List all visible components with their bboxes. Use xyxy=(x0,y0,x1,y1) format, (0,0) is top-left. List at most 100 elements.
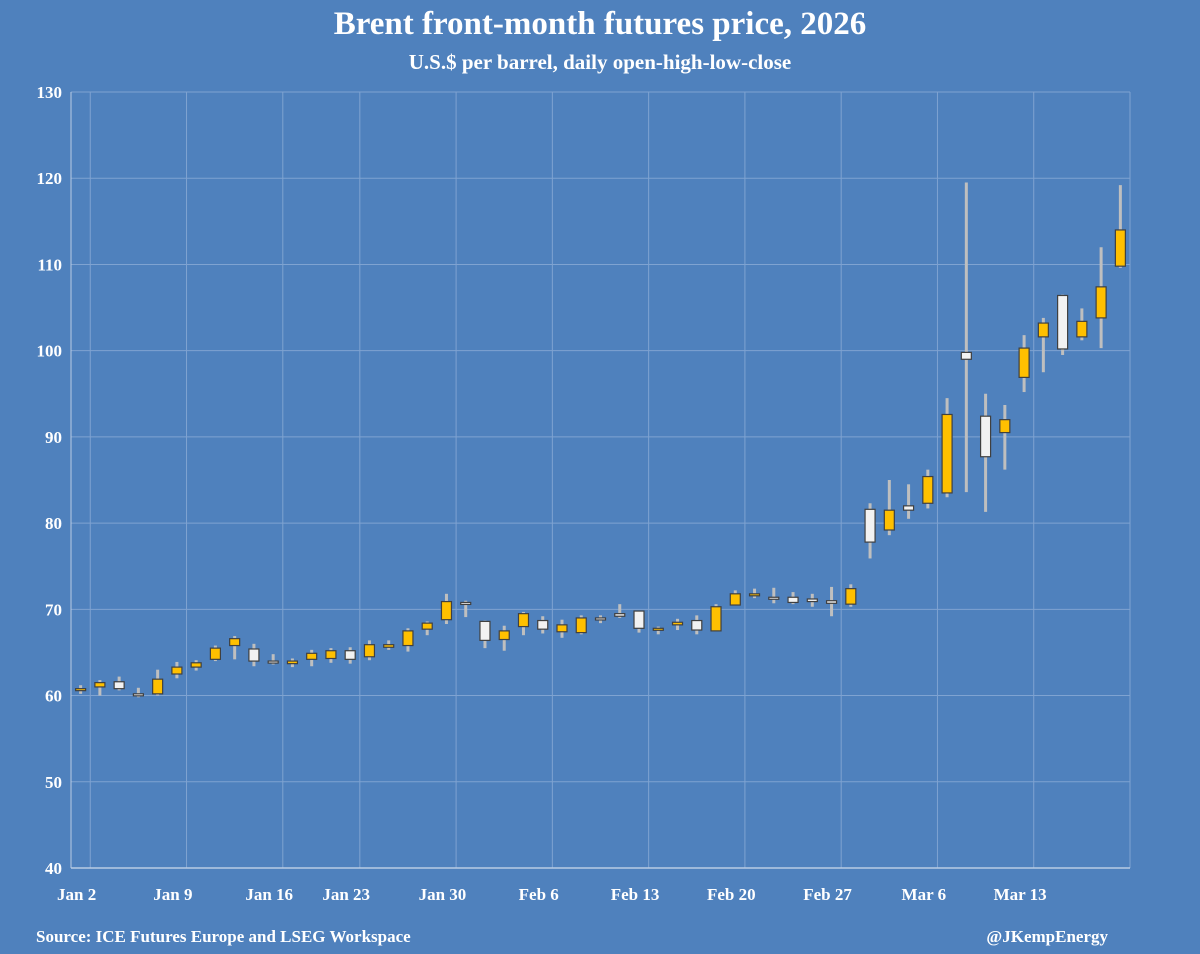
candle xyxy=(479,620,491,649)
candle xyxy=(537,616,549,634)
candle-body xyxy=(267,660,279,664)
candle xyxy=(229,636,241,660)
candle xyxy=(267,654,279,665)
y-tick-label: 90 xyxy=(45,428,62,447)
axes: 40 50 60 70 80 90 100 110 120 130 Jan 2 Jan 9 Jan 16… xyxy=(37,83,1131,904)
candle-body xyxy=(941,413,953,494)
candle xyxy=(671,618,684,631)
candle xyxy=(1018,335,1030,393)
y-tick-label: 50 xyxy=(45,773,62,792)
candle-body xyxy=(902,505,915,511)
candle-body xyxy=(537,619,549,630)
candle xyxy=(402,628,414,652)
candle xyxy=(652,626,664,635)
candle-body xyxy=(113,681,125,690)
candle xyxy=(883,480,895,536)
candle xyxy=(960,182,972,493)
candle-body xyxy=(171,666,183,675)
candle-body xyxy=(325,650,337,660)
candle xyxy=(1095,247,1107,349)
candle-body xyxy=(729,593,741,606)
x-tick-label: Jan 9 xyxy=(153,885,192,904)
candle-body xyxy=(248,648,260,662)
candle xyxy=(941,398,953,498)
candle xyxy=(421,621,433,636)
x-tick-label: Feb 27 xyxy=(803,885,852,904)
candle xyxy=(1057,294,1069,355)
x-tick-label: Feb 13 xyxy=(611,885,660,904)
candle-body xyxy=(460,601,472,606)
candle-body xyxy=(960,351,972,360)
candle-body xyxy=(286,660,299,665)
candle xyxy=(1076,308,1088,341)
x-tick-label: Jan 30 xyxy=(419,885,467,904)
candle xyxy=(440,593,453,624)
candle xyxy=(729,590,741,606)
candle xyxy=(748,588,761,599)
author-credit: @JKempEnergy xyxy=(986,927,1108,946)
candle-body xyxy=(421,622,433,630)
candle-body xyxy=(979,415,992,458)
candle-body xyxy=(1095,286,1107,319)
candle-body xyxy=(402,630,414,647)
candle xyxy=(633,610,645,633)
candle-body xyxy=(691,619,703,631)
candle xyxy=(787,592,799,605)
candle-body xyxy=(363,644,376,658)
x-tick-label: Jan 16 xyxy=(245,885,293,904)
candle xyxy=(94,680,106,696)
candle-body xyxy=(344,650,356,660)
chart-subtitle: U.S.$ per barrel, daily open-high-low-cl… xyxy=(408,50,792,74)
x-tick-label: Mar 6 xyxy=(902,885,947,904)
x-tick-label: Jan 23 xyxy=(322,885,370,904)
candle xyxy=(113,676,125,691)
candle xyxy=(979,393,992,512)
candle xyxy=(999,404,1011,470)
candle-body xyxy=(748,593,761,597)
candle xyxy=(460,600,472,618)
x-tick-label: Feb 6 xyxy=(519,885,559,904)
chart-title: Brent front-month futures price, 2026 xyxy=(333,6,867,42)
candle xyxy=(517,611,530,636)
candle xyxy=(248,643,260,667)
candle-body xyxy=(1057,294,1069,350)
candle-body xyxy=(479,620,491,641)
candle-body xyxy=(825,600,838,604)
candle xyxy=(325,648,337,663)
candle xyxy=(575,615,587,635)
candle xyxy=(864,503,876,559)
candle xyxy=(132,687,144,698)
candle-body xyxy=(440,600,453,621)
candle-body xyxy=(787,596,799,604)
candle xyxy=(691,615,703,635)
candle-body xyxy=(1114,229,1126,267)
y-tick-label: 60 xyxy=(45,687,62,706)
candle-body xyxy=(806,598,818,603)
candle-body xyxy=(652,627,664,631)
candle xyxy=(383,640,395,650)
y-tick-label: 120 xyxy=(37,169,63,188)
candle xyxy=(594,615,607,624)
candlesticks xyxy=(75,182,1126,698)
candle xyxy=(825,586,838,617)
candle-body xyxy=(209,647,222,660)
candle xyxy=(922,469,934,509)
x-tick-label: Feb 20 xyxy=(707,885,756,904)
candle xyxy=(1037,317,1049,373)
candle xyxy=(152,669,164,696)
candle xyxy=(556,619,568,638)
candle-body xyxy=(132,693,144,697)
candle xyxy=(710,604,722,632)
candle xyxy=(306,649,318,667)
y-tick-label: 110 xyxy=(37,255,62,274)
candle-body xyxy=(922,475,934,504)
y-tick-label: 40 xyxy=(45,859,62,878)
candle-body xyxy=(845,588,857,605)
candle-body xyxy=(306,652,318,660)
y-tick-label: 130 xyxy=(37,83,63,102)
candle-body xyxy=(633,610,645,629)
candle xyxy=(1114,185,1126,268)
candle-body xyxy=(883,509,895,531)
gridlines xyxy=(71,91,1130,869)
